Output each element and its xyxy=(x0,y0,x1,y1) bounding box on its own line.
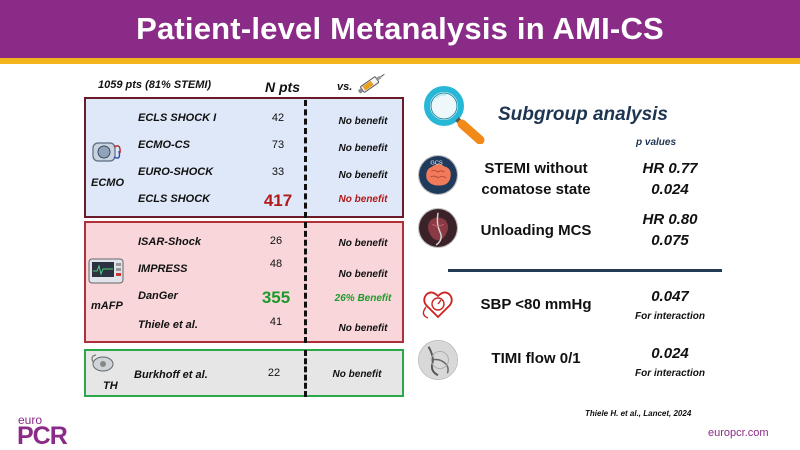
blood-pressure-icon xyxy=(422,291,453,319)
group-label-ecmo: ECMO xyxy=(91,177,124,189)
subgroup-hr: HR 0.77 xyxy=(642,160,698,177)
subgroup-label: SBP <80 mmHg xyxy=(480,296,592,313)
trial-npts: 22 xyxy=(267,367,281,379)
pts-header: 1059 pts (81% STEMI) xyxy=(98,79,212,91)
trial-result: No benefit xyxy=(338,238,388,249)
trial-name: DanGer xyxy=(138,290,178,302)
page-title: Patient-level Metanalysis in AMI-CS xyxy=(136,11,664,46)
trial-name: EURO-SHOCK xyxy=(138,166,214,178)
section-separator xyxy=(448,269,722,272)
subgroup-pvalue: 0.047 xyxy=(651,288,689,305)
ecmo-group-box xyxy=(84,97,404,218)
trial-npts: 26 xyxy=(269,235,283,247)
ecmo-device-icon xyxy=(92,142,121,162)
subgroup-label: TIMI flow 0/1 xyxy=(491,350,581,367)
syringe-icon xyxy=(357,73,385,94)
th-group-box xyxy=(84,349,404,397)
mafp-console-icon xyxy=(88,258,124,284)
heart-device-icon xyxy=(418,208,458,248)
logo-pcr-text: PCR xyxy=(17,422,68,450)
subgroup-title: Subgroup analysis xyxy=(498,104,668,125)
subgroup-pvalue: 0.024 xyxy=(651,181,689,198)
trial-name: ISAR-Shock xyxy=(138,236,201,248)
trial-npts: 41 xyxy=(269,316,283,328)
trial-name: Thiele et al. xyxy=(138,319,198,331)
trial-name: IMPRESS xyxy=(138,263,188,275)
subgroup-label: Unloading MCS xyxy=(480,222,592,239)
dashed-divider xyxy=(304,100,307,218)
trial-result: No benefit xyxy=(332,369,382,380)
trial-result: No benefit xyxy=(338,116,388,127)
angiography-icon xyxy=(418,340,458,380)
trial-result: No benefit xyxy=(338,143,388,154)
logo-euro-text: euro xyxy=(18,413,43,427)
trial-name: ECLS SHOCK I xyxy=(138,112,217,124)
trial-name: ECLS SHOCK xyxy=(138,193,211,205)
pvalues-label: p values xyxy=(636,137,677,148)
mafp-group-box xyxy=(84,221,404,343)
trial-npts: 33 xyxy=(271,166,285,178)
header-stripe xyxy=(0,58,800,64)
header-bar xyxy=(0,0,800,58)
dashed-divider xyxy=(304,350,307,397)
group-label-th: TH xyxy=(103,380,118,392)
trial-result: No benefit xyxy=(338,323,388,334)
svg-text:GCS: GCS xyxy=(430,161,443,167)
dashed-divider xyxy=(304,222,307,343)
website-link[interactable]: europcr.com xyxy=(708,427,769,439)
th-device-icon xyxy=(91,354,114,372)
subgroup-pvalue: 0.024 xyxy=(651,345,689,362)
trial-result-highlight: 26% Benefit xyxy=(334,293,392,304)
trial-npts-highlight: 417 xyxy=(263,191,293,210)
group-label-mafp: mAFP xyxy=(91,300,123,312)
vs-header: vs. xyxy=(337,81,353,93)
brain-gcs-icon: GCS xyxy=(418,155,458,195)
npts-header: N pts xyxy=(265,79,300,95)
subgroup-label: STEMI without xyxy=(484,160,588,177)
subgroup-label: comatose state xyxy=(481,181,591,198)
subgroup-pvalue: 0.075 xyxy=(651,232,689,249)
trial-npts: 48 xyxy=(269,258,283,270)
trial-npts: 73 xyxy=(271,139,285,151)
trial-result-highlight: No benefit xyxy=(338,194,388,205)
magnifier-icon xyxy=(424,86,485,144)
interaction-note: For interaction xyxy=(634,311,705,322)
trial-npts-highlight: 355 xyxy=(261,288,291,307)
trial-name: Burkhoff et al. xyxy=(134,369,208,381)
interaction-note: For interaction xyxy=(634,368,705,379)
citation: Thiele H. et al., Lancet, 2024 xyxy=(585,409,692,418)
trial-result: No benefit xyxy=(338,170,388,181)
trial-npts: 42 xyxy=(271,112,285,124)
trial-name: ECMO-CS xyxy=(138,139,190,151)
subgroup-hr: HR 0.80 xyxy=(642,211,698,228)
trial-result: No benefit xyxy=(338,269,388,280)
